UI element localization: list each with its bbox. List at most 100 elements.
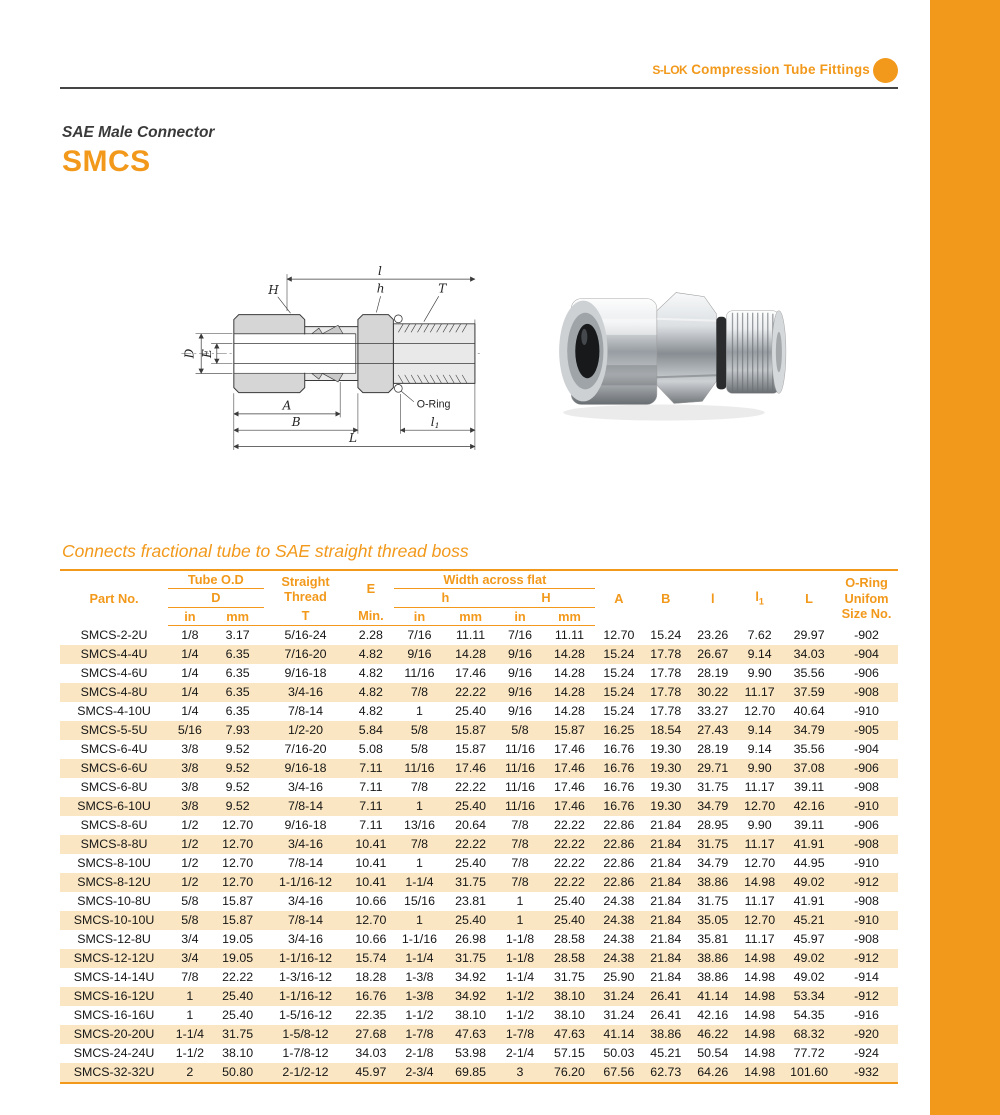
- table-cell: 14.98: [744, 1027, 776, 1042]
- table-cell: 10.41: [355, 837, 387, 852]
- table-cell: -910: [854, 856, 879, 871]
- table-cell: 44.95: [793, 856, 825, 871]
- table-cell: 21.84: [650, 875, 682, 890]
- table-cell: 22.22: [455, 685, 487, 700]
- table-cell: -908: [854, 837, 879, 852]
- table-cell: 5/8: [181, 894, 199, 909]
- table-cell: 22.22: [455, 837, 487, 852]
- table-cell: 4.82: [358, 704, 383, 719]
- product-photo: [559, 292, 787, 421]
- photo-bore: [575, 323, 600, 379]
- table-cell: 12.70: [355, 913, 387, 928]
- table-cell: 15.87: [553, 723, 585, 738]
- table-cell: 14.98: [744, 1008, 776, 1023]
- table-cell: 39.11: [794, 780, 825, 795]
- table-cell: 11.17: [744, 837, 775, 852]
- table-cell: 7.11: [359, 780, 383, 795]
- table-cell: 9.52: [225, 799, 250, 814]
- table-cell: 3/4-16: [287, 894, 324, 909]
- table-cell: SMCS-12-12U: [73, 951, 155, 966]
- table-cell: 7/8-14: [287, 704, 324, 719]
- table-cell: 1/2: [181, 875, 199, 890]
- table-cell: 68.32: [793, 1027, 825, 1042]
- table-cell: 45.21: [793, 913, 825, 928]
- table-cell: 40.64: [793, 704, 825, 719]
- table-cell: 1-1/16: [401, 932, 438, 947]
- table-cell: SMCS-6-10U: [77, 799, 151, 814]
- table-cell: -906: [854, 761, 879, 776]
- table-cell: 3/4-16: [287, 837, 324, 852]
- table-cell: 9/16-18: [284, 761, 327, 776]
- table-cell: 15/16: [403, 894, 435, 909]
- table-cell: 21.84: [650, 932, 682, 947]
- col-l: l: [710, 590, 715, 606]
- col-tube-od: Tube O.D: [168, 570, 264, 590]
- fitting-hex: [357, 314, 394, 394]
- straight-line2: Thread: [284, 589, 327, 605]
- dim-label-E: E: [200, 349, 214, 359]
- table-row: SMCS-5-5U 5/16 7.93 1/2-20 5.84 5/8 15.87 5/8 15…: [60, 721, 898, 741]
- thread-hatch: [398, 323, 468, 384]
- table-cell: 64.26: [697, 1065, 729, 1080]
- table-cell: 16.76: [603, 799, 635, 814]
- table-cell: SMCS-32-32U: [73, 1065, 155, 1080]
- table-cell: 15.24: [603, 647, 635, 662]
- table-cell: 31.75: [697, 780, 729, 795]
- table-cell: 9.90: [747, 761, 772, 776]
- table-cell: 7/8-14: [287, 799, 324, 814]
- col-l1: l1: [736, 570, 783, 626]
- table-cell: 5.08: [358, 742, 383, 757]
- table-cell: 24.38: [603, 913, 635, 928]
- table-cell: 38.10: [553, 1008, 585, 1023]
- table-cell: 7.11: [359, 799, 383, 814]
- table-cell: 23.81: [455, 894, 487, 909]
- col-e: E: [366, 581, 376, 597]
- table-cell: 29.97: [793, 627, 825, 642]
- table-cell: 53.34: [793, 989, 825, 1004]
- table-cell: 25.40: [455, 856, 487, 871]
- table-cell: 22.86: [603, 837, 635, 852]
- table-cell: 1/2: [181, 818, 199, 833]
- table-cell: 53.98: [455, 1046, 487, 1061]
- table-cell: 12.70: [222, 818, 254, 833]
- table-cell: 12.70: [744, 799, 776, 814]
- col-d-mm: mm: [211, 607, 264, 627]
- table-cell: 9/16-18: [284, 818, 327, 833]
- table-cell: 6.35: [225, 666, 250, 681]
- table-cell: 25.90: [603, 970, 635, 985]
- table-cell: 7/16-20: [284, 742, 327, 757]
- col-oring: O-Ring Unifom Size No.: [835, 570, 898, 626]
- table-cell: 1/2: [181, 856, 199, 871]
- table-cell: 21.84: [650, 951, 682, 966]
- table-cell: 1: [516, 894, 524, 909]
- table-row: SMCS-6-4U 3/8 9.52 7/16-20 5.08 5/8 15.87 11/16…: [60, 740, 898, 759]
- table-cell: 7.11: [359, 761, 383, 776]
- table-row: SMCS-8-12U 1/2 12.70 1-1/16-12 10.41 1-1/4 31.…: [60, 873, 898, 893]
- table-cell: 15.87: [222, 894, 254, 909]
- table-cell: 39.11: [794, 818, 825, 833]
- table-cell: 31.75: [455, 875, 487, 890]
- table-cell: 22.22: [553, 837, 585, 852]
- table-cell: SMCS-4-6U: [80, 666, 148, 681]
- table-cell: 9.52: [225, 780, 250, 795]
- table-cell: 9/16: [507, 704, 533, 719]
- table-cell: 1-1/2: [175, 1046, 204, 1061]
- table-cell: 28.95: [697, 818, 729, 833]
- table-cell: 9.52: [225, 761, 250, 776]
- spec-table-body: SMCS-2-2U 1/8 3.17 5/16-24 2.28 7/16 11.11 7/16…: [60, 626, 898, 1084]
- photo-shadow: [563, 404, 765, 421]
- table-cell: -908: [854, 780, 879, 795]
- table-cell: 14.98: [744, 1065, 776, 1080]
- table-cell: 1-3/8: [405, 970, 434, 985]
- table-cell: 34.92: [455, 970, 487, 985]
- table-cell: 13/16: [403, 818, 435, 833]
- table-cell: 1-7/8-12: [282, 1046, 329, 1061]
- table-cell: 19.05: [222, 951, 254, 966]
- table-cell: 20.64: [455, 818, 487, 833]
- table-cell: 5/8: [410, 723, 429, 738]
- table-cell: 41.91: [793, 894, 825, 909]
- table-cell: 27.43: [697, 723, 729, 738]
- table-cell: 24.38: [603, 932, 635, 947]
- table-cell: 11/16: [404, 666, 435, 681]
- brand-logo: S-LOK: [652, 63, 688, 77]
